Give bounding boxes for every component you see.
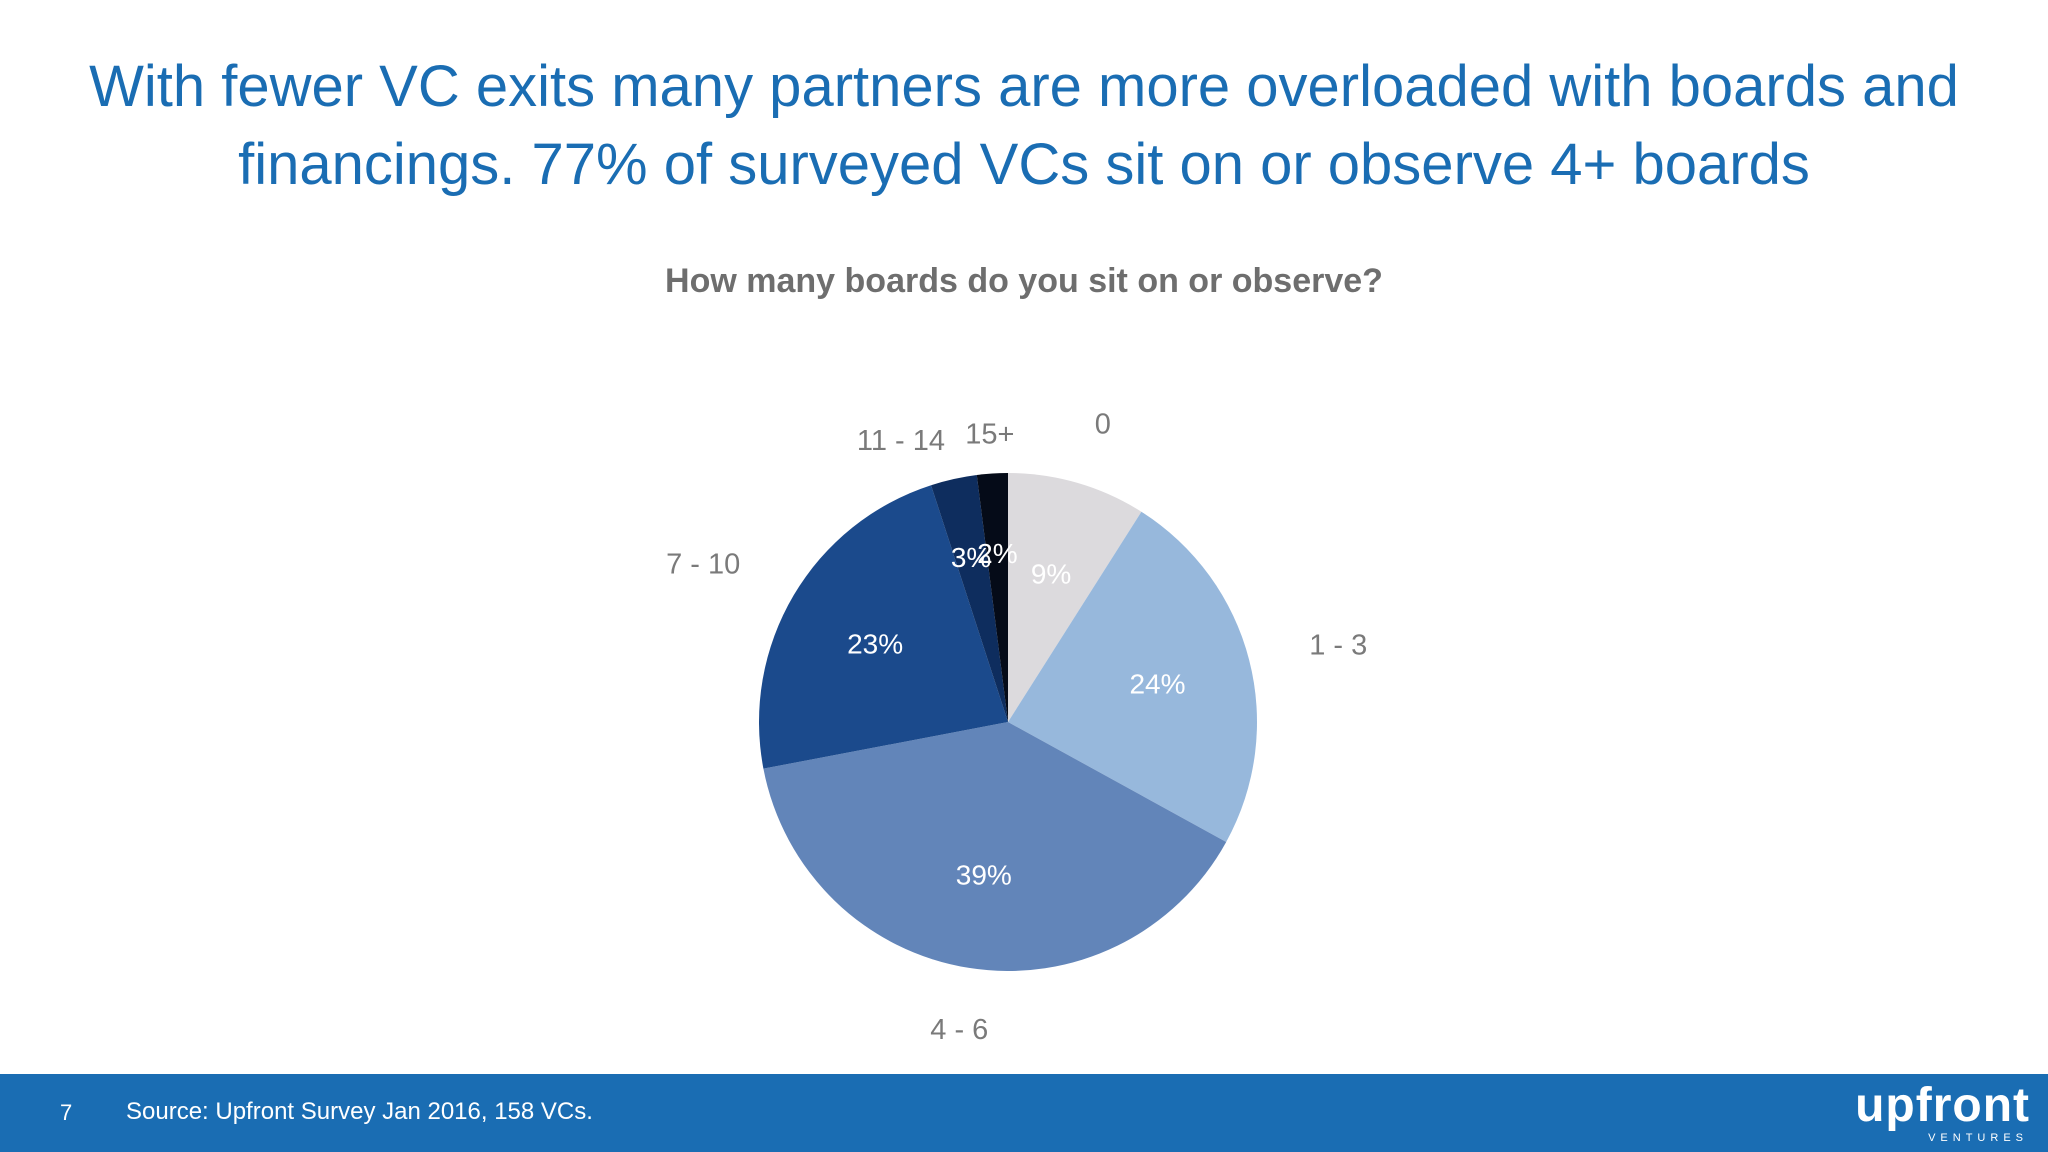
logo-wordmark: upfront — [1855, 1079, 2030, 1132]
pie-category-label-15plus: 15+ — [965, 419, 1014, 451]
pie-category-label-4to6: 4 - 6 — [930, 1014, 988, 1046]
pie-slice-1to3 — [1008, 511, 1258, 842]
pie-value-label-7to10: 23% — [847, 628, 903, 659]
chart-title: How many boards do you sit on or observe… — [665, 262, 1383, 300]
pie-value-label-15plus: 2% — [977, 538, 1017, 569]
pie-value-labels: 9% 24% 39% 23% 3%2% — [847, 538, 1185, 891]
logo-subtext: VENTURES — [1928, 1132, 2028, 1144]
pie-slice-11to14 — [931, 474, 1008, 722]
upfront-logo: upfront VENTURES — [1810, 1080, 2030, 1146]
footer-bar: 7 Source: Upfront Survey Jan 2016, 158 V… — [0, 1074, 2048, 1152]
pie-slices — [758, 473, 1258, 972]
pie-slice-0 — [1008, 473, 1142, 722]
pie-slice-4to6 — [763, 722, 1227, 972]
page-number: 7 — [60, 1100, 73, 1125]
pie-category-label-0: 0 — [1095, 408, 1111, 440]
pie-slice-7to10 — [758, 485, 1008, 769]
slide-title: With fewer VC exits many partners are mo… — [60, 48, 1988, 204]
pie-category-label-1to3: 1 - 3 — [1309, 630, 1367, 662]
pie-value-label-1to3: 24% — [1129, 669, 1185, 700]
slide-title-line-1: With fewer VC exits many partners are mo… — [89, 54, 1959, 119]
pie-value-label-4to6: 39% — [956, 860, 1012, 891]
slide-title-line-2: financings. 77% of surveyed VCs sit on o… — [238, 132, 1810, 197]
pie-chart: 9% 24% 39% 23% 3%2% 0 1 - 3 4 - 6 7 - 10 11 - 14… — [666, 408, 1367, 1046]
pie-category-label-7to10: 7 - 10 — [666, 549, 740, 581]
pie-value-label-0: 9% — [1031, 559, 1071, 590]
pie-category-labels: 0 1 - 3 4 - 6 7 - 10 11 - 14 15+ — [666, 408, 1367, 1046]
pie-value-label-11to14: 3% — [951, 542, 991, 573]
source-note: Source: Upfront Survey Jan 2016, 158 VCs… — [126, 1098, 593, 1125]
pie-slice-15plus — [976, 473, 1008, 722]
pie-category-label-11to14: 11 - 14 — [857, 425, 945, 457]
